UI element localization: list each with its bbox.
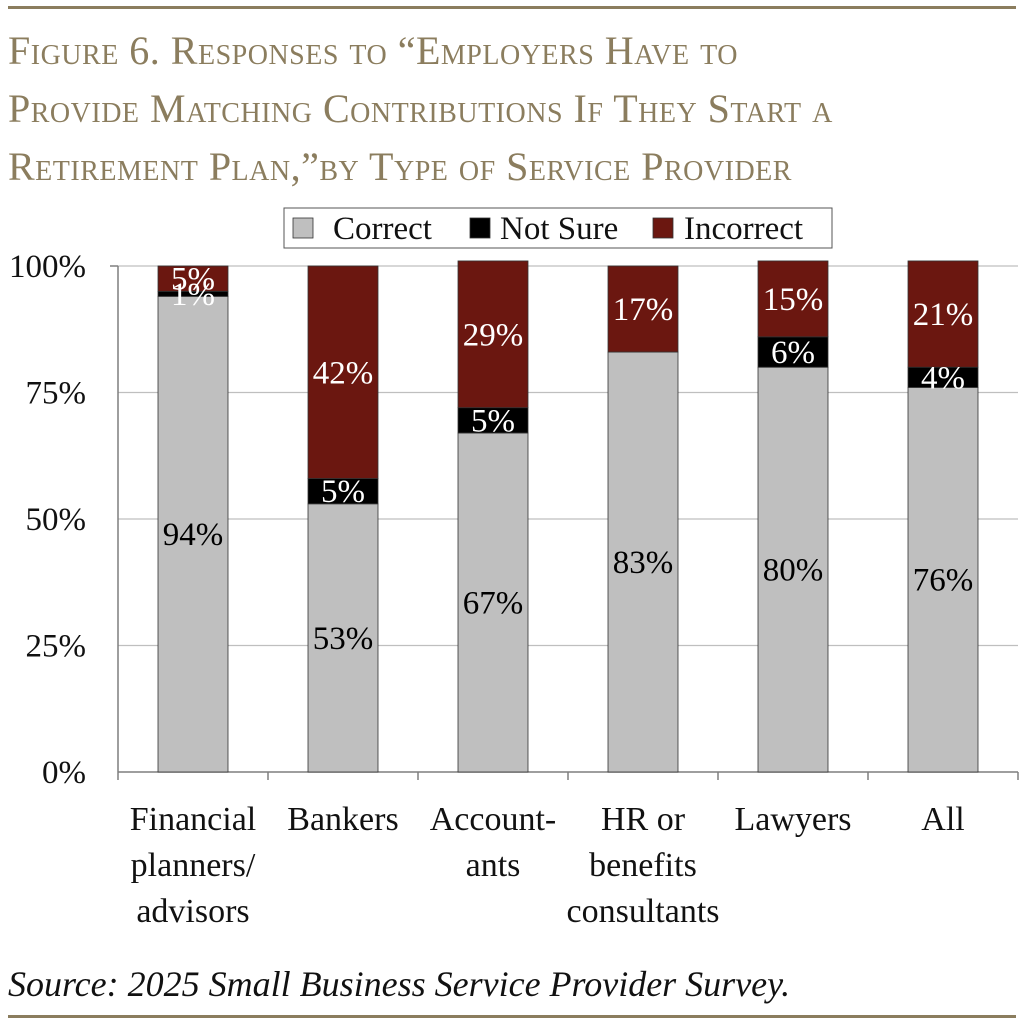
x-category-label-line: advisors <box>136 893 250 930</box>
x-category-label: Bankers <box>287 797 398 843</box>
bar-correct <box>607 351 679 773</box>
bar-correct <box>757 366 829 773</box>
data-label-incorrect: 29% <box>463 317 524 353</box>
x-category-label-line: All <box>921 801 965 838</box>
data-label-correct: 83% <box>613 545 674 581</box>
data-label-incorrect: 17% <box>613 292 674 328</box>
y-tick-label: 50% <box>26 502 87 538</box>
x-category-label-line: Bankers <box>287 801 399 838</box>
legend-swatch-incorrect <box>652 217 674 239</box>
data-label-not-sure: 1% <box>171 277 215 313</box>
data-label-not-sure: 5% <box>321 474 365 510</box>
y-tick-label: 0% <box>42 755 86 791</box>
data-label-not-sure: 4% <box>921 360 965 396</box>
bar-incorrect <box>457 260 529 409</box>
data-label-incorrect: 5% <box>171 262 215 298</box>
x-category-label: Financial planners/advisors <box>130 797 257 935</box>
x-category-label-line: planners/ <box>130 847 256 884</box>
title-line-2: Provide Matching Contributions If They S… <box>8 86 833 131</box>
bottom-rule <box>8 1015 1016 1018</box>
x-category-label-line: ants <box>465 847 521 884</box>
legend-swatch-correct <box>292 217 314 239</box>
top-rule <box>8 6 1016 9</box>
bar-incorrect <box>757 260 829 338</box>
data-label-not-sure: 5% <box>471 403 515 439</box>
bar-not-sure <box>307 478 379 505</box>
x-category-label: Account-ants <box>430 797 557 889</box>
stacked-bar-chart: 0%25%50%75%100%94%1%5%53%5%42%67%5%29%83… <box>9 207 1019 791</box>
x-category-label-line: HR or <box>600 801 686 838</box>
data-label-correct: 67% <box>463 585 524 621</box>
legend-label-incorrect: Incorrect <box>684 211 803 247</box>
y-tick-label: 100% <box>9 249 86 285</box>
bar-incorrect <box>607 265 679 353</box>
data-label-incorrect: 42% <box>313 355 374 391</box>
bar-incorrect <box>907 260 979 368</box>
x-category-label: HR or benefits consultants <box>567 797 720 935</box>
source-note: Source: 2025 Small Business Service Prov… <box>8 964 791 1004</box>
x-category-label-line: benefits <box>589 847 697 884</box>
bar-correct <box>157 295 229 773</box>
y-tick-label: 75% <box>26 376 87 412</box>
title-line-3: Retirement Plan,”by Type of Service Prov… <box>8 144 792 189</box>
data-label-correct: 94% <box>163 517 224 553</box>
bar-not-sure <box>457 407 529 434</box>
x-category-label-line: Lawyers <box>734 801 852 838</box>
x-category-label: Lawyers <box>734 797 851 843</box>
data-label-not-sure: 6% <box>771 335 815 371</box>
x-category-label-line: Account- <box>429 801 557 838</box>
data-label-correct: 80% <box>763 553 824 589</box>
chart-title: Figure 6. Responses to “Employers Have t… <box>8 22 1016 196</box>
x-category-label-line: consultants <box>566 893 720 930</box>
legend-box <box>283 207 833 249</box>
legend-swatch-not-sure <box>469 217 491 239</box>
bar-incorrect <box>157 265 229 292</box>
legend-label-not-sure: Not Sure <box>500 211 618 247</box>
data-label-incorrect: 21% <box>913 297 974 333</box>
x-category-label-line: Financial <box>129 801 257 838</box>
x-category-label: All <box>921 797 964 843</box>
title-line-1: Figure 6. Responses to “Employers Have t… <box>8 28 738 73</box>
bar-incorrect <box>307 265 379 479</box>
data-label-incorrect: 15% <box>763 282 824 318</box>
y-tick-label: 25% <box>26 629 87 665</box>
data-label-correct: 53% <box>313 621 374 657</box>
bar-correct <box>307 503 379 773</box>
bar-correct <box>457 432 529 773</box>
legend-label-correct: Correct <box>333 211 432 247</box>
data-label-correct: 76% <box>913 563 974 599</box>
bar-correct <box>907 387 979 773</box>
